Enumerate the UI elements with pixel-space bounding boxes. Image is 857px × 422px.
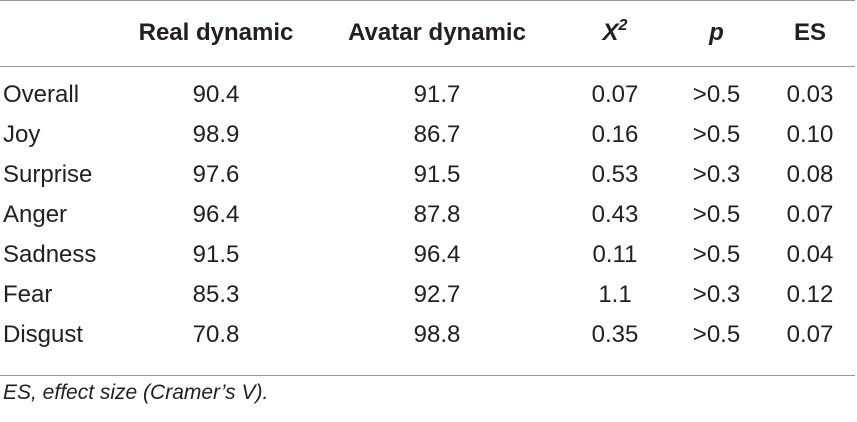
header-row: Real dynamic Avatar dynamic X2 p ES — [0, 0, 857, 66]
table-footnote: ES, effect size (Cramer’s V). — [3, 381, 269, 404]
cell-effect-size: 0.08 — [786, 161, 834, 188]
row-label: Sadness — [3, 241, 97, 268]
cell-real-dynamic: 97.6 — [192, 161, 240, 188]
cell-avatar-dynamic: 91.7 — [413, 81, 461, 108]
cell-effect-size: 0.03 — [786, 81, 834, 108]
header-chi-symbol: X — [602, 19, 619, 46]
cell-avatar-dynamic: 92.7 — [413, 281, 461, 308]
header-chi-square: X2 — [560, 0, 670, 66]
table-row: Sadness 91.5 96.4 0.11 >0.5 0.04 — [0, 235, 857, 275]
cell-effect-size: 0.07 — [786, 201, 834, 228]
cell-p-value: >0.3 — [692, 281, 741, 308]
cell-avatar-dynamic: 91.5 — [413, 161, 461, 188]
cell-chi-square: 0.07 — [591, 81, 639, 108]
table-row: Surprise 97.6 91.5 0.53 >0.3 0.08 — [0, 155, 857, 195]
header-chi-superscript: 2 — [618, 17, 628, 34]
cell-real-dynamic: 98.9 — [192, 121, 240, 148]
cell-chi-square: 0.35 — [591, 321, 639, 348]
header-empty — [0, 0, 118, 66]
cell-chi-square: 0.16 — [591, 121, 639, 148]
table-row: Joy 98.9 86.7 0.16 >0.5 0.10 — [0, 115, 857, 155]
cell-p-value: >0.5 — [692, 201, 741, 228]
table-body: Overall 90.4 91.7 0.07 >0.5 0.03 Joy 98.9 86.7 0.… — [0, 66, 857, 355]
header-p: p — [709, 19, 724, 46]
top-rule — [0, 0, 855, 1]
cell-p-value: >0.5 — [692, 321, 741, 348]
cell-real-dynamic: 91.5 — [192, 241, 240, 268]
header-rule — [0, 66, 855, 67]
row-label: Fear — [3, 281, 53, 308]
cell-effect-size: 0.04 — [786, 241, 834, 268]
cell-chi-square: 0.11 — [592, 241, 638, 268]
cell-avatar-dynamic: 98.8 — [413, 321, 461, 348]
cell-p-value: >0.3 — [692, 161, 741, 188]
header-avatar-dynamic: Avatar dynamic — [348, 19, 526, 46]
cell-real-dynamic: 96.4 — [192, 201, 240, 228]
cell-avatar-dynamic: 86.7 — [413, 121, 461, 148]
row-label: Disgust — [3, 321, 84, 348]
row-label: Anger — [3, 201, 68, 228]
cell-real-dynamic: 90.4 — [192, 81, 240, 108]
cell-p-value: >0.5 — [692, 241, 741, 268]
cell-avatar-dynamic: 96.4 — [413, 241, 461, 268]
cell-chi-square: 1.1 — [598, 281, 632, 308]
cell-real-dynamic: 85.3 — [192, 281, 240, 308]
header-es: ES — [793, 19, 826, 46]
header-real-dynamic: Real dynamic — [138, 19, 294, 46]
table-row: Anger 96.4 87.8 0.43 >0.5 0.07 — [0, 195, 857, 235]
cell-effect-size: 0.12 — [786, 281, 834, 308]
cell-chi-square: 0.43 — [591, 201, 639, 228]
table-row: Overall 90.4 91.7 0.07 >0.5 0.03 — [0, 66, 857, 115]
cell-effect-size: 0.07 — [786, 321, 834, 348]
table-row: Disgust 70.8 98.8 0.35 >0.5 0.07 — [0, 315, 857, 355]
row-label: Overall — [3, 81, 80, 108]
bottom-rule — [0, 375, 855, 376]
table-row: Fear 85.3 92.7 1.1 >0.3 0.12 — [0, 275, 857, 315]
row-label: Surprise — [3, 161, 93, 188]
cell-effect-size: 0.10 — [786, 121, 834, 148]
results-table: Real dynamic Avatar dynamic X2 p ES Over… — [0, 0, 857, 355]
cell-real-dynamic: 70.8 — [192, 321, 240, 348]
cell-avatar-dynamic: 87.8 — [413, 201, 461, 228]
cell-p-value: >0.5 — [692, 121, 741, 148]
cell-chi-square: 0.53 — [591, 161, 639, 188]
cell-p-value: >0.5 — [692, 81, 741, 108]
row-label: Joy — [3, 121, 41, 148]
